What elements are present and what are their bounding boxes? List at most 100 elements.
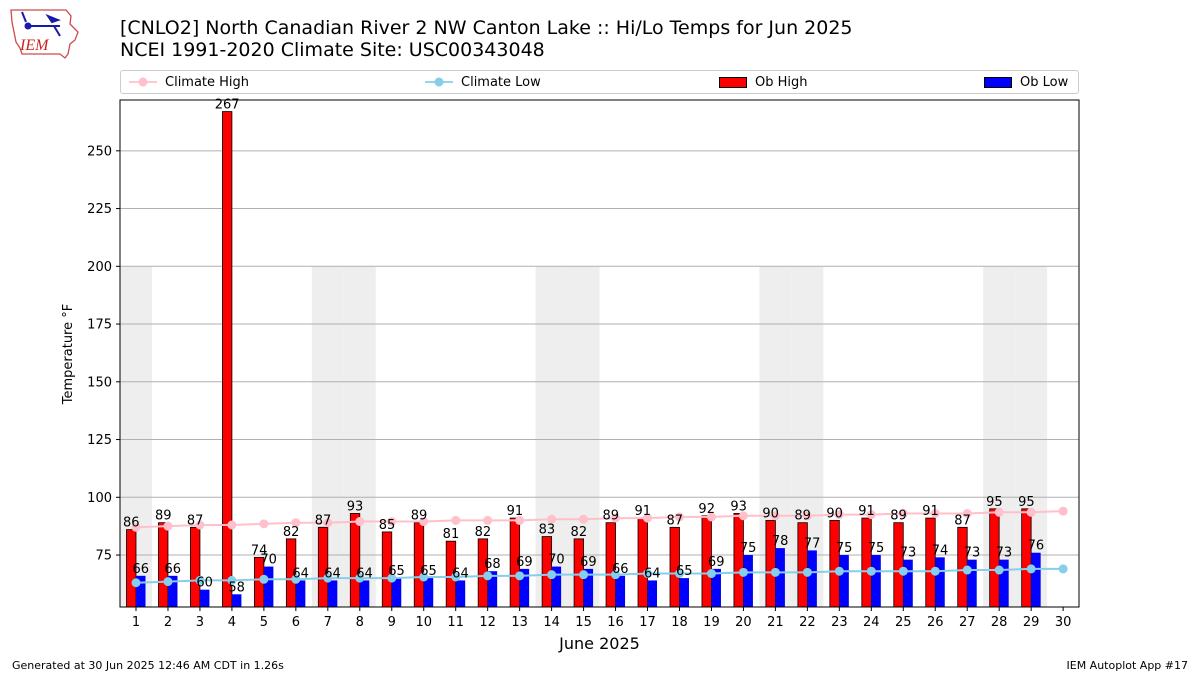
iem-logo: IEM [10, 9, 79, 59]
ob-high-label-day-24: 91 [858, 504, 875, 519]
ob-high-label-day-13: 91 [507, 504, 524, 519]
y-tick-label-100: 100 [87, 491, 112, 506]
ob-high-label-day-20: 93 [730, 499, 747, 514]
ob-low-bar-day-15 [583, 568, 594, 607]
climate-low-point-day-15 [579, 570, 589, 580]
ob-low-label-day-20: 75 [740, 541, 757, 556]
x-tick-label-day-15: 15 [575, 615, 592, 630]
climate-low-point-day-24 [866, 566, 876, 576]
ob-low-label-day-11: 64 [452, 566, 469, 581]
climate-low-point-day-27 [962, 565, 972, 575]
ob-low-bar-day-26 [935, 557, 945, 607]
ob-low-bar-day-8 [359, 580, 370, 607]
ob-low-label-day-26: 74 [932, 543, 949, 558]
ob-low-label-day-27: 73 [964, 546, 981, 561]
ob-low-label-day-25: 73 [900, 546, 917, 561]
climate-high-point-day-4 [227, 520, 237, 530]
climate-high-point-day-5 [259, 519, 269, 529]
ob-high-label-day-26: 91 [922, 504, 939, 519]
ob-high-label-day-16: 89 [603, 509, 620, 524]
chart-title: [CNLO2] North Canadian River 2 NW Canton… [120, 17, 853, 39]
weather-station-icon [21, 11, 61, 37]
x-tick-label-day-21: 21 [767, 615, 784, 630]
climate-low-point-day-25 [898, 566, 908, 576]
climate-high-point-day-12 [483, 515, 493, 525]
ob-high-label-day-2: 89 [155, 509, 172, 524]
ob-low-bar-day-1 [136, 575, 146, 607]
ob-low-bar-day-13 [519, 568, 530, 607]
ob-low-label-day-21: 78 [772, 534, 789, 549]
iem-logo-text: IEM [19, 37, 50, 54]
x-tick-label-day-27: 27 [959, 615, 976, 630]
ob-high-label-day-28: 95 [986, 495, 1003, 510]
climate-high-point-day-11 [451, 515, 461, 525]
climate-high-point-day-3 [195, 520, 205, 530]
ob-low-bar-day-16 [615, 575, 626, 607]
ob-low-label-day-28: 73 [996, 546, 1013, 561]
ob-high-bar-day-4 [222, 111, 233, 608]
climate-high-point-day-6 [291, 518, 301, 528]
ob-low-bar-day-6 [295, 580, 306, 607]
climate-low-point-day-16 [611, 570, 621, 580]
climate-high-point-day-14 [547, 514, 557, 524]
x-tick-label-day-13: 13 [511, 615, 528, 630]
x-tick-label-day-11: 11 [447, 615, 464, 630]
climate-high-point-day-30 [1058, 506, 1068, 516]
y-tick-label-225: 225 [87, 202, 112, 217]
x-tick-label-day-30: 30 [1055, 615, 1072, 630]
x-tick-label-day-29: 29 [1023, 615, 1040, 630]
ob-low-label-day-13: 69 [516, 555, 533, 570]
ob-high-label-day-5: 74 [251, 543, 268, 558]
climate-high-line [135, 510, 1064, 529]
climate-high-point-day-15 [579, 514, 589, 524]
y-tick-label-150: 150 [87, 375, 112, 390]
ob-low-bar-day-21 [775, 548, 785, 607]
ob-high-label-day-22: 89 [794, 509, 811, 524]
ob-low-label-day-16: 66 [612, 562, 629, 577]
climate-high-point-day-18 [674, 512, 684, 522]
ob-high-label-day-11: 81 [443, 527, 460, 542]
climate-low-swatch [425, 77, 453, 87]
iowa-state-outline [10, 9, 79, 59]
x-tick-label-day-28: 28 [991, 615, 1008, 630]
x-tick-label-day-2: 2 [164, 615, 172, 630]
ob-low-swatch [984, 76, 1012, 88]
ob-low-label-day-22: 77 [804, 536, 821, 551]
legend-label-ob-high: Ob High [755, 74, 808, 90]
climate-high-point-day-20 [738, 511, 748, 521]
chart-legend: Climate High Climate Low Ob High Ob Low [120, 70, 1079, 94]
climate-low-point-day-17 [643, 569, 653, 579]
climate-low-point-day-19 [706, 569, 716, 579]
climate-low-point-day-20 [738, 567, 748, 577]
x-tick-label-day-16: 16 [607, 615, 624, 630]
ob-low-label-day-9: 65 [388, 564, 405, 579]
climate-high-point-day-26 [930, 508, 940, 518]
climate-high-point-day-21 [770, 511, 780, 521]
x-tick-label-day-19: 19 [703, 615, 720, 630]
legend-item-ob-high: Ob High [719, 71, 808, 93]
climate-high-point-day-16 [611, 513, 621, 523]
climate-low-point-day-4 [227, 575, 237, 585]
climate-high-point-day-19 [706, 512, 716, 522]
climate-high-point-day-9 [387, 517, 397, 527]
y-tick-label-75: 75 [95, 549, 112, 564]
ob-low-bar-day-23 [839, 555, 849, 607]
ob-high-bar-day-29 [1021, 508, 1032, 608]
x-tick-label-day-5: 5 [260, 615, 268, 630]
ob-high-label-day-10: 89 [411, 509, 428, 524]
ob-high-label-day-8: 93 [347, 499, 364, 514]
ob-high-label-day-21: 90 [762, 506, 779, 521]
ob-low-bar-day-7 [327, 580, 338, 607]
climate-high-point-day-2 [163, 521, 173, 531]
ob-high-bar-day-8 [349, 513, 361, 608]
climate-low-point-day-9 [387, 573, 397, 583]
ob-low-bar-day-2 [167, 575, 178, 607]
ob-low-bar-day-24 [871, 555, 881, 607]
ob-low-label-day-14: 70 [548, 553, 565, 568]
ob-high-label-day-1: 86 [123, 516, 140, 531]
ob-low-label-day-17: 64 [644, 566, 661, 581]
ob-low-bar-day-5 [263, 566, 274, 607]
climate-high-point-day-23 [834, 510, 844, 520]
